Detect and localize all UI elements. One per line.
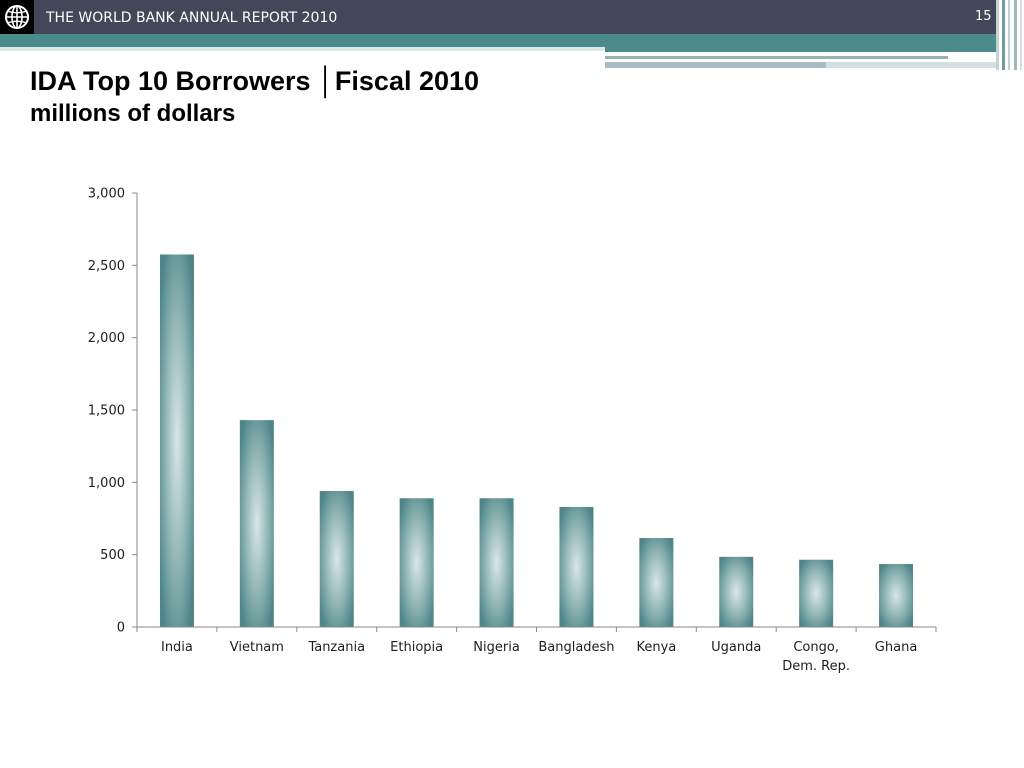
decor-stripe <box>996 0 999 70</box>
report-title: THE WORLD BANK ANNUAL REPORT 2010 <box>46 10 338 26</box>
bar-chart: 0 500 1,000 1,500 2,000 2,500 3,000 India Vietn… <box>88 187 937 674</box>
x-tick-label-vietnam: Vietnam <box>230 640 284 655</box>
x-tick-label-ghana: Ghana <box>875 640 918 655</box>
bar-india <box>159 254 194 627</box>
y-tick-label: 2,000 <box>88 331 125 346</box>
slide-subtitle: millions of dollars <box>30 100 236 127</box>
bar-kenya <box>639 538 674 627</box>
x-tick-label-kenya: Kenya <box>636 640 676 655</box>
x-tick-label-congo-dem-rep: Congo, Dem. Rep. <box>782 640 850 674</box>
world-bank-logo <box>0 0 34 34</box>
x-tick-label-tanzania: Tanzania <box>307 640 365 655</box>
x-axis: India Vietnam Tanzania Ethiopia Nigeria Bangl… <box>136 626 937 674</box>
bar-congo-dem-rep <box>799 559 834 627</box>
y-tick-label: 2,500 <box>88 259 125 274</box>
accent-line-left <box>0 47 605 51</box>
accent-light-bar <box>826 62 996 68</box>
y-tick-label: 1,500 <box>88 404 125 419</box>
bar-nigeria <box>479 498 514 627</box>
y-tick-label: 3,000 <box>88 187 125 202</box>
y-axis: 0 500 1,000 1,500 2,000 2,500 3,000 <box>88 187 138 636</box>
decor-stripe <box>1002 0 1005 70</box>
x-tick-label-bangladesh: Bangladesh <box>538 640 614 655</box>
decor-stripe <box>1020 0 1022 70</box>
y-tick-label: 500 <box>100 548 125 563</box>
x-tick-label-uganda: Uganda <box>711 640 761 655</box>
bar-bangladesh <box>559 506 594 627</box>
decor-stripe <box>1008 0 1010 70</box>
bar-ghana <box>879 564 914 627</box>
x-tick-label-nigeria: Nigeria <box>473 640 520 655</box>
bar-tanzania <box>319 491 354 627</box>
decor-stripe <box>1014 0 1017 70</box>
slide-title: IDA Top 10 Borrowers │Fiscal 2010 <box>30 66 480 96</box>
teal-band <box>0 34 996 47</box>
accent-band-right <box>605 47 996 52</box>
page-number: 15 <box>975 9 992 24</box>
world-bank-globe-icon <box>5 5 29 29</box>
accent-thin-line <box>605 56 948 59</box>
accent-gray-bar <box>605 62 826 68</box>
bars-group <box>159 254 914 627</box>
x-tick-label-india: India <box>161 640 193 655</box>
bar-ethiopia <box>399 498 434 627</box>
bar-vietnam <box>239 420 274 627</box>
x-tick-label-ethiopia: Ethiopia <box>390 640 443 655</box>
y-tick-label: 0 <box>117 621 125 636</box>
y-tick-label: 1,000 <box>88 476 125 491</box>
bar-uganda <box>719 556 754 627</box>
header-bar <box>0 0 996 34</box>
